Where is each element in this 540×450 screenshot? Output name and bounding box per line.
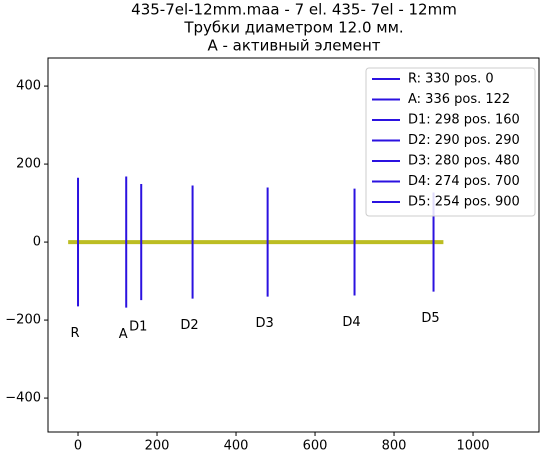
legend-label: D5: 254 pos. 900	[408, 195, 520, 210]
chart-title: 435-7el-12mm.maa - 7 el. 435- 7el - 12mm	[131, 1, 457, 19]
legend-label: D4: 274 pos. 700	[408, 174, 520, 189]
legend-box	[365, 67, 536, 217]
chart-title: A - активный элемент	[207, 37, 380, 55]
y-tick-label: 0	[33, 235, 41, 250]
x-tick-label: 600	[303, 439, 328, 450]
x-tick-label: 800	[382, 439, 407, 450]
chart-title: Трубки диаметром 12.0 мм.	[183, 19, 403, 37]
element-label: D2	[180, 318, 198, 333]
element-label: D3	[255, 316, 273, 331]
legend-label: R: 330 pos. 0	[408, 72, 494, 87]
y-tick-label: −200	[5, 313, 41, 328]
x-tick-label: 1000	[456, 439, 489, 450]
legend-label: A: 336 pos. 122	[408, 92, 510, 107]
element-label: R	[70, 326, 79, 341]
y-tick-label: 400	[16, 79, 41, 94]
legend-label: D2: 290 pos. 290	[408, 133, 520, 148]
legend-label: D1: 298 pos. 160	[408, 113, 520, 128]
plot-frame	[47, 57, 540, 433]
element-label: D1	[129, 320, 147, 335]
element-label: D5	[421, 311, 439, 326]
element-label: A	[119, 327, 128, 342]
y-tick-label: 200	[16, 157, 41, 172]
element-label: D4	[342, 315, 360, 330]
x-tick-label: 200	[145, 439, 170, 450]
x-tick-label: 400	[224, 439, 249, 450]
x-tick-label: 0	[74, 439, 82, 450]
y-tick-label: −400	[5, 391, 41, 406]
legend-label: D3: 280 pos. 480	[408, 154, 520, 169]
